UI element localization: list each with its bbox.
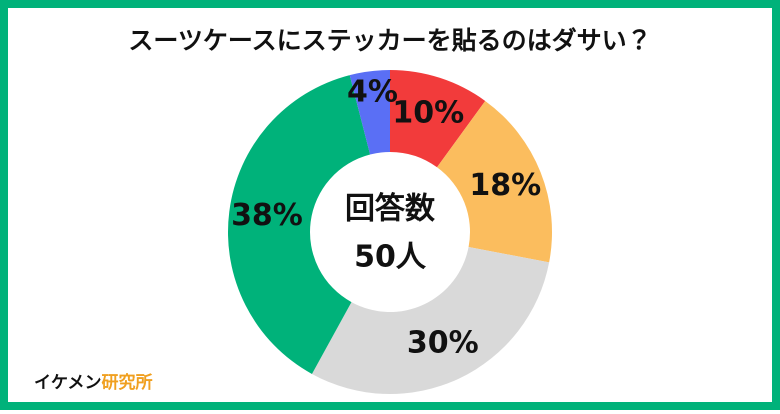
value-label: 18% bbox=[469, 168, 541, 203]
brand-name: イケメン研究所 bbox=[34, 372, 153, 393]
chart-title: スーツケースにステッカーを貼るのはダサい？ bbox=[128, 26, 651, 55]
slice bbox=[390, 70, 486, 168]
center-label: 回答数 bbox=[345, 192, 435, 227]
slice bbox=[311, 246, 550, 394]
value-label: 38% bbox=[231, 198, 303, 233]
slice bbox=[228, 75, 371, 374]
slice bbox=[437, 100, 552, 263]
value-label: 4% bbox=[347, 75, 398, 110]
brand-name: イケメン bbox=[34, 373, 102, 393]
center-label: 50人 bbox=[354, 240, 427, 275]
value-label: 30% bbox=[407, 326, 479, 361]
value-label: 10% bbox=[392, 96, 464, 131]
brand-highlight: 研究所 bbox=[102, 372, 153, 393]
slice bbox=[349, 70, 390, 155]
